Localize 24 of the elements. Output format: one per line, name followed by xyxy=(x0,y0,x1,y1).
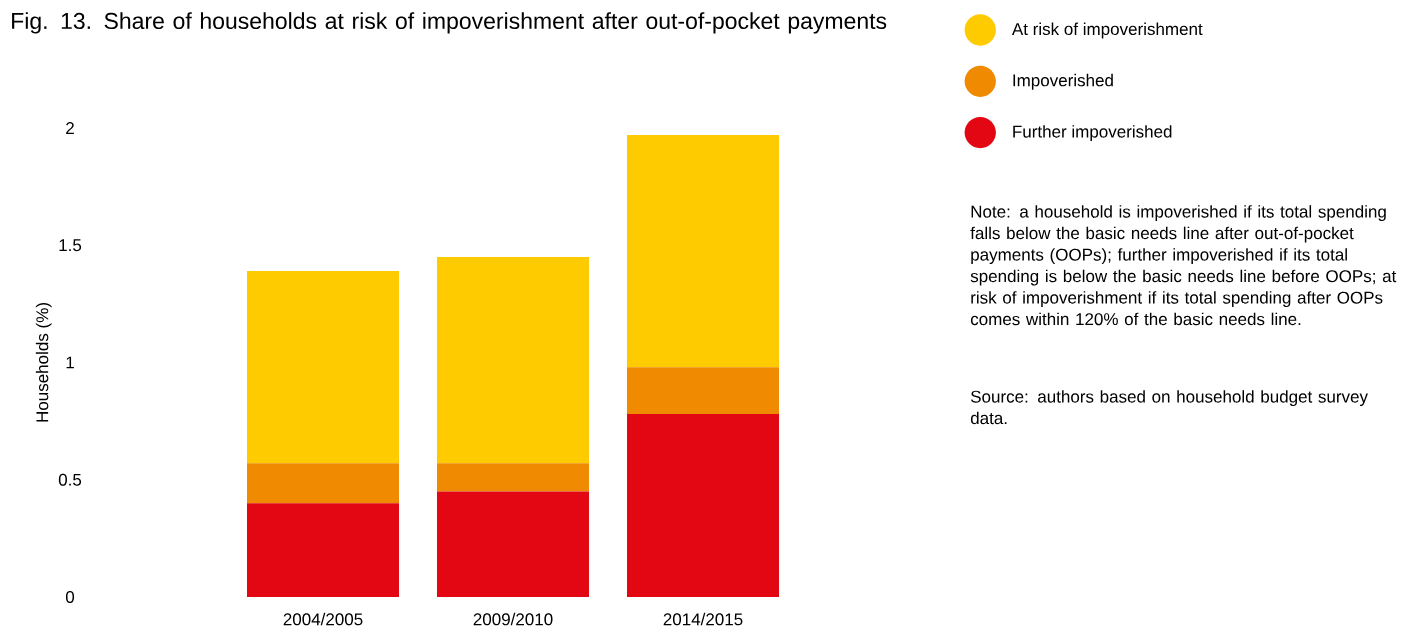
y-tick-label: 2 xyxy=(66,122,74,134)
y-tick-label: 0.5 xyxy=(58,473,82,486)
bar xyxy=(627,367,780,415)
y-tick-label: 1 xyxy=(66,356,74,369)
source-note: Source: authors based on household budget survey data. xyxy=(970,390,1368,425)
chart-title: Fig. 13. Share of households at risk of impoverishment after out-of-pocket payments xyxy=(12,12,887,34)
y-tick-label: 1.5 xyxy=(59,239,82,252)
legend-label: Impoverished xyxy=(1013,73,1113,90)
legend-label: Further impoverished xyxy=(1013,125,1172,142)
bar xyxy=(437,256,590,464)
bar xyxy=(627,135,780,368)
x-tick-label: 2009/2010 xyxy=(473,612,553,626)
bar xyxy=(437,491,590,597)
bar xyxy=(247,271,400,464)
text: Note: a household is impoverished if its total spending falls below the basic needs line after out-of-pocket payments (OOPs); further impoverished if its total spending is below the basic needs line before OOPs; at risk of impoverishment if its total spending after OOPs comes within 120% of the basic needs line. xyxy=(970,205,1397,326)
y-axis-title: Households (%) xyxy=(35,303,52,422)
bar xyxy=(247,503,400,597)
legend-label: At risk of impoverishment xyxy=(1011,22,1203,39)
x-tick-label: 2014/2015 xyxy=(663,612,743,626)
bar xyxy=(627,414,780,597)
bar xyxy=(437,463,590,492)
bar xyxy=(247,463,400,504)
y-tick-label: 0 xyxy=(65,590,75,604)
x-tick-label: 2004/2005 xyxy=(283,612,363,626)
